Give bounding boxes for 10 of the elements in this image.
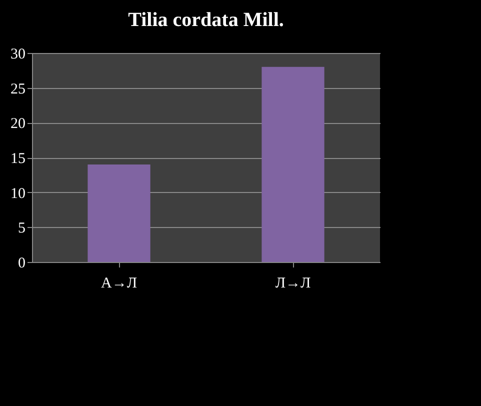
y-tick-label: 5 bbox=[18, 220, 26, 237]
y-tick-label: 0 bbox=[18, 256, 26, 272]
x-tick-label: А→Л bbox=[100, 276, 138, 292]
y-tick-label: 10 bbox=[10, 186, 26, 202]
y-tick-label: 25 bbox=[10, 81, 26, 98]
y-tick-label: 15 bbox=[10, 151, 26, 167]
y-tick-label: 30 bbox=[10, 46, 26, 62]
y-tick-label: 20 bbox=[10, 116, 26, 132]
chart-title: Tilia cordata Mill. bbox=[128, 9, 284, 31]
x-tick-label: Л→Л bbox=[275, 276, 311, 292]
